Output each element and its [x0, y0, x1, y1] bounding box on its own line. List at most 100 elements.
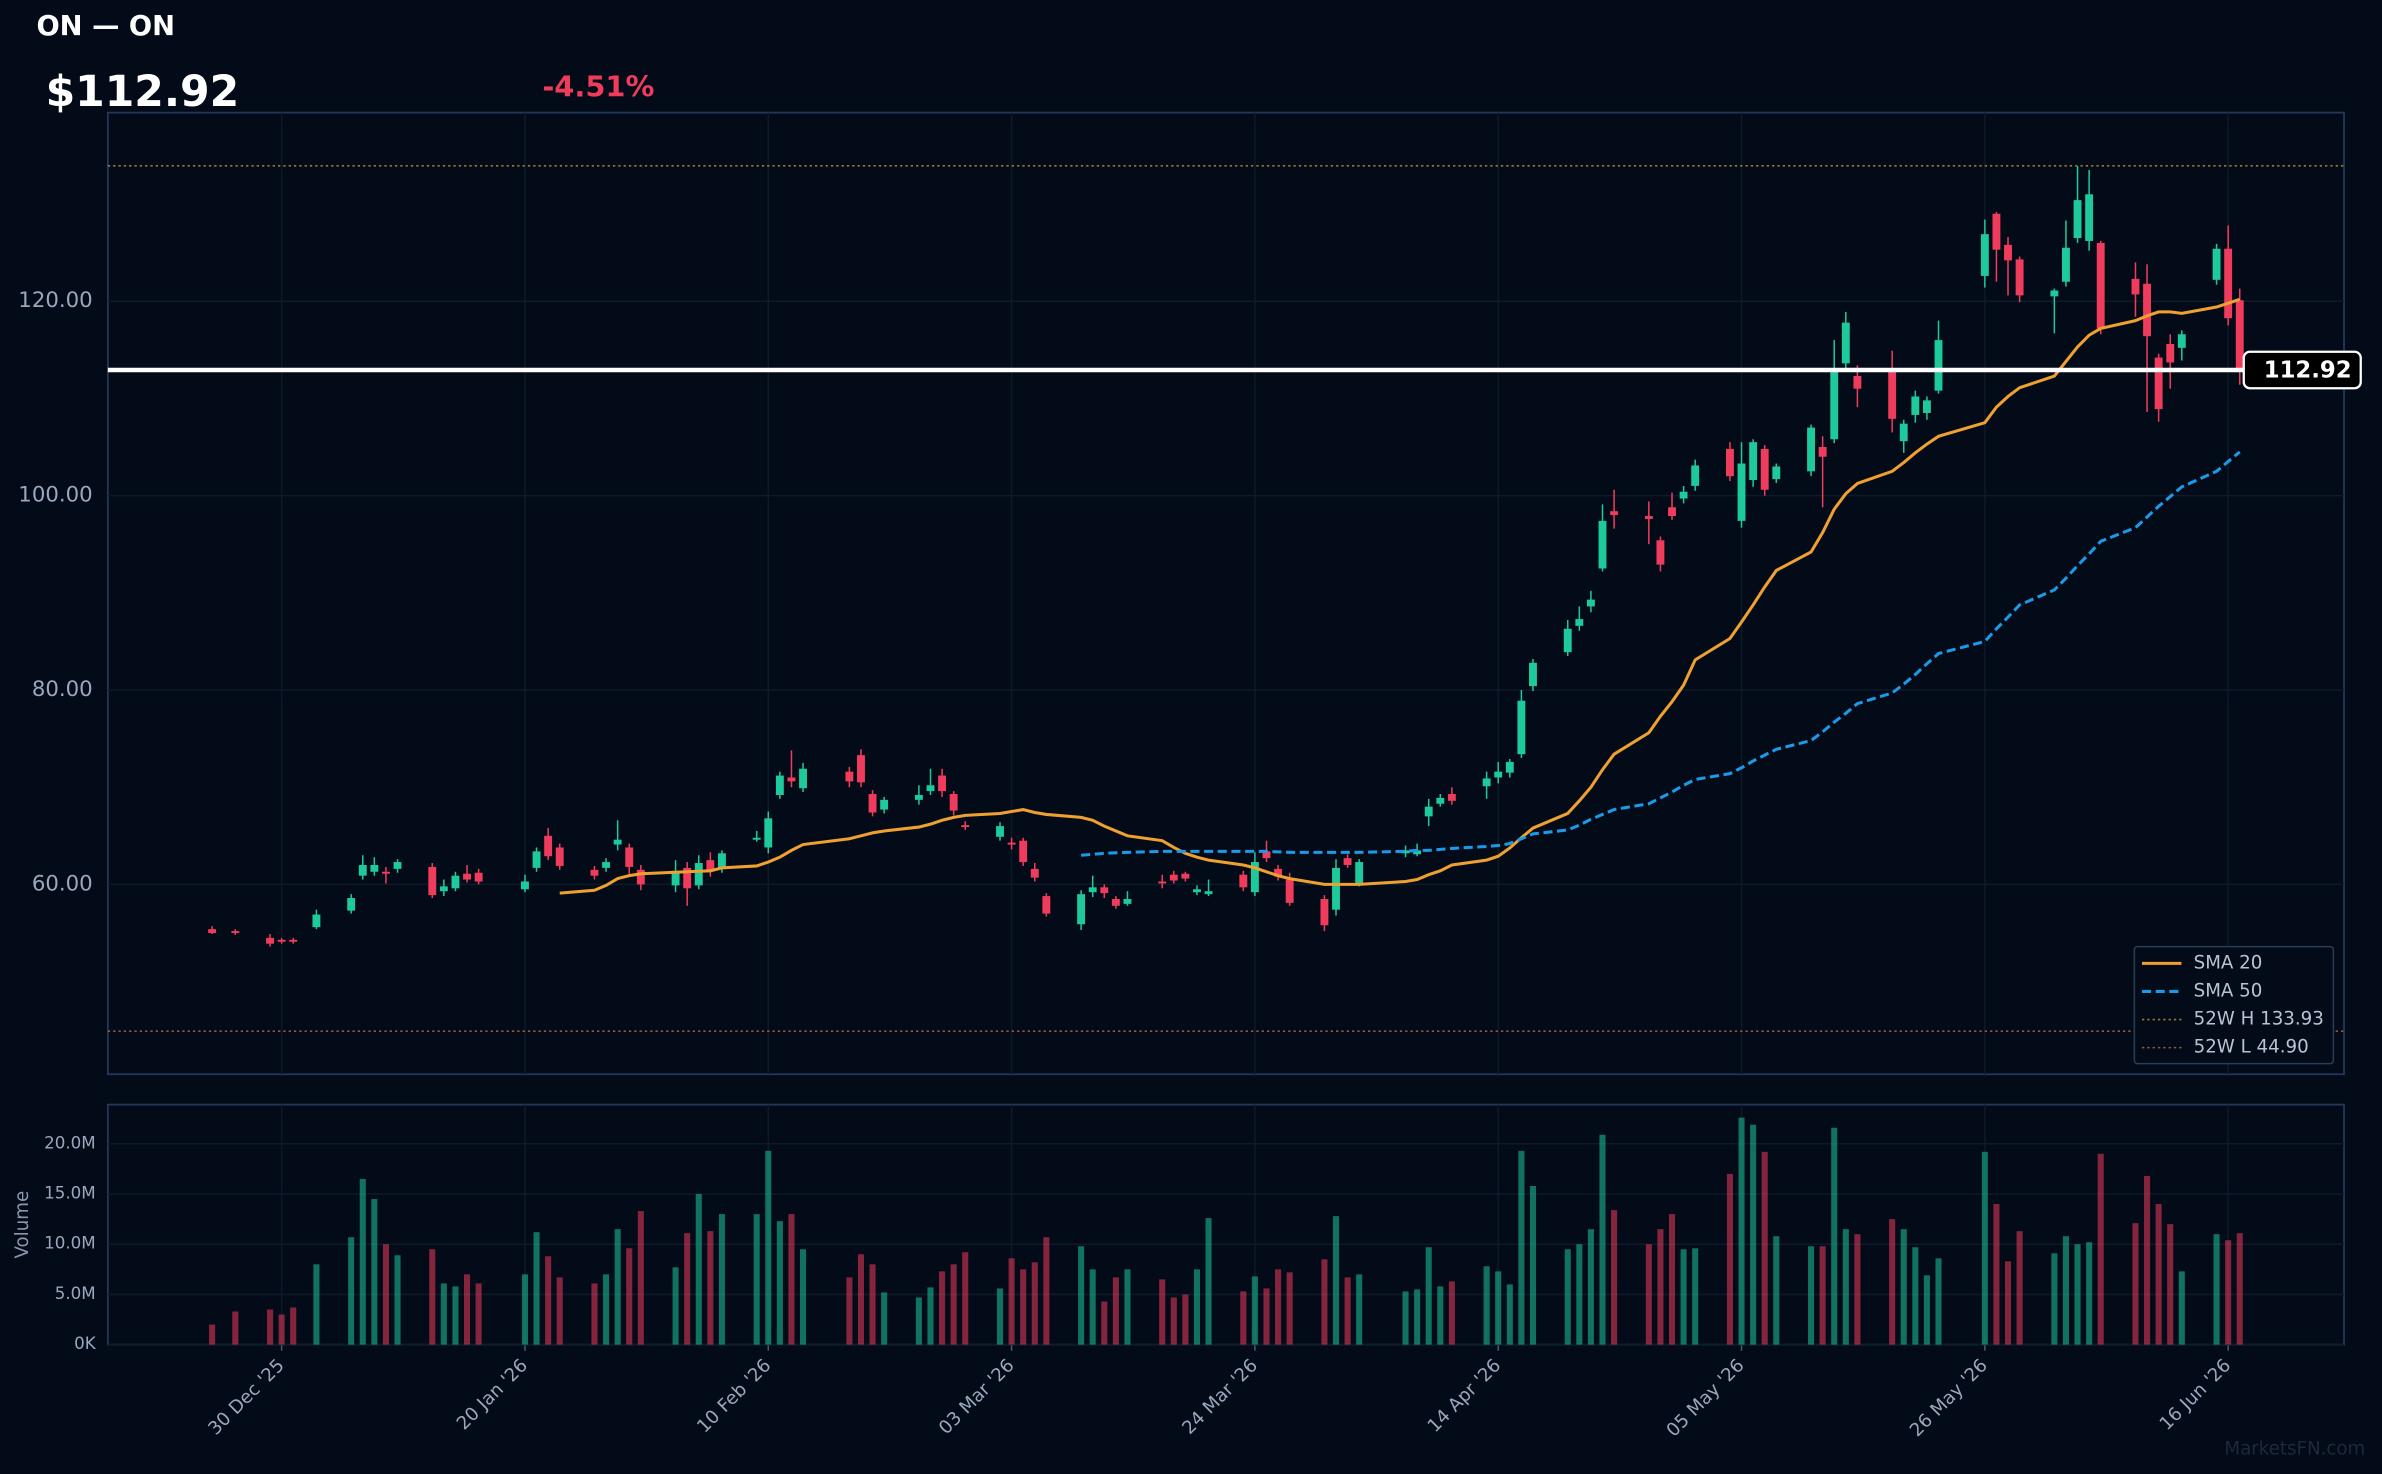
volume-bar [452, 1286, 459, 1345]
legend-label: 52W H 133.93 [2194, 1009, 2324, 1030]
volume-bar [2004, 1261, 2012, 1345]
last-price-tag-label: 112.92 [2264, 357, 2352, 383]
volume-bar [881, 1292, 888, 1345]
candle-body [1575, 619, 1584, 626]
candle-body [1644, 516, 1653, 519]
volume-bar [394, 1255, 401, 1345]
volume-bar [1668, 1214, 1676, 1345]
volume-bar [1657, 1229, 1664, 1345]
candle-body [1737, 463, 1746, 521]
legend: SMA 20 SMA 50 52W H 133.93 52W L 44.90 [2133, 945, 2335, 1065]
volume-bar [915, 1297, 922, 1345]
volume-bar [1692, 1248, 1699, 1345]
candle-body [208, 929, 217, 934]
volume-bar [440, 1283, 447, 1345]
volume-bar [533, 1232, 540, 1345]
volume-bar [2236, 1233, 2243, 1345]
sma-line [1080, 450, 2241, 857]
candle-body [1413, 850, 1422, 855]
candle-body [1424, 806, 1433, 817]
y-tick-label: 80.00 [32, 677, 93, 702]
candle-body [1529, 662, 1537, 687]
candle-body [2131, 278, 2140, 295]
volume-bar [1344, 1277, 1351, 1345]
volume-bar [707, 1231, 714, 1345]
volume-bar [1205, 1218, 1212, 1345]
candle-body [706, 860, 715, 870]
volume-bar [614, 1229, 621, 1345]
volume-bar [718, 1214, 725, 1345]
candle-body [1760, 448, 1769, 490]
volume-bar [672, 1267, 679, 1345]
candle-body [1668, 507, 1676, 517]
volume-bar [927, 1287, 934, 1345]
volume-bar [2132, 1223, 2139, 1345]
volume-bar [2167, 1224, 2174, 1345]
volume-bar [776, 1221, 783, 1345]
y-tick-label: 120.00 [18, 288, 92, 313]
volume-bar [348, 1237, 355, 1345]
y2-tick-label: 5.0M [55, 1283, 96, 1303]
volume-bar [626, 1248, 633, 1345]
candle-body [1158, 881, 1167, 884]
candle-body [868, 794, 877, 813]
volume-bar [1854, 1234, 1861, 1345]
volume-bar [950, 1264, 957, 1345]
legend-label: 52W L 44.90 [2194, 1037, 2309, 1058]
volume-bar [371, 1199, 378, 1345]
candle-body [1679, 491, 1688, 499]
volume-bar [2213, 1234, 2220, 1345]
candle-body [1911, 396, 1920, 415]
candle-body [1123, 898, 1132, 904]
volume-bar [2225, 1240, 2232, 1345]
volume-bar [962, 1252, 969, 1345]
volume-bar [765, 1150, 772, 1345]
volume-bar [1599, 1134, 1606, 1345]
candle-body [312, 914, 321, 928]
volume-bar [1078, 1246, 1085, 1345]
volume-bar [1935, 1258, 1942, 1345]
volume-bar [463, 1274, 471, 1345]
volume-bar [2097, 1153, 2104, 1345]
volume-bar [290, 1307, 297, 1345]
volume-bar [996, 1288, 1004, 1345]
candle-body [2004, 244, 2012, 261]
volume-bar [429, 1249, 436, 1345]
volume-bar [267, 1309, 274, 1345]
volume-bar [1089, 1269, 1096, 1345]
candle-body [2096, 242, 2105, 329]
candle-body [2235, 300, 2244, 371]
volume-bar [232, 1311, 239, 1345]
volume-bar [521, 1274, 529, 1345]
candle-body [1332, 867, 1340, 910]
volume-bar [1008, 1258, 1015, 1345]
candle-body [1841, 322, 1850, 364]
volume-bar [2074, 1244, 2081, 1345]
volume-bar [1193, 1269, 1201, 1345]
candle-body [717, 853, 726, 869]
candle-body [1888, 371, 1897, 419]
volume-bar [1321, 1259, 1328, 1345]
volume-bar [2062, 1236, 2069, 1345]
volume-bar [1576, 1244, 1583, 1345]
candle-body [277, 939, 286, 942]
candle-body [2073, 200, 2082, 239]
volume-bar [475, 1283, 482, 1345]
candle-body [671, 870, 680, 886]
candle-body [428, 866, 437, 896]
candle-body [949, 794, 958, 811]
volume-bar [800, 1249, 807, 1345]
candle-body [2166, 343, 2175, 363]
candle-body [2154, 357, 2163, 410]
volume-bar [1043, 1237, 1050, 1345]
candle-body [775, 775, 784, 795]
candle-body [451, 875, 460, 889]
candle-body [602, 862, 611, 868]
candle-body [1239, 874, 1248, 888]
volume-bar [1831, 1127, 1838, 1345]
candle-body [1436, 797, 1445, 804]
candle-body [2061, 247, 2070, 282]
candle-body [1088, 887, 1097, 893]
candle-body [1725, 448, 1734, 477]
